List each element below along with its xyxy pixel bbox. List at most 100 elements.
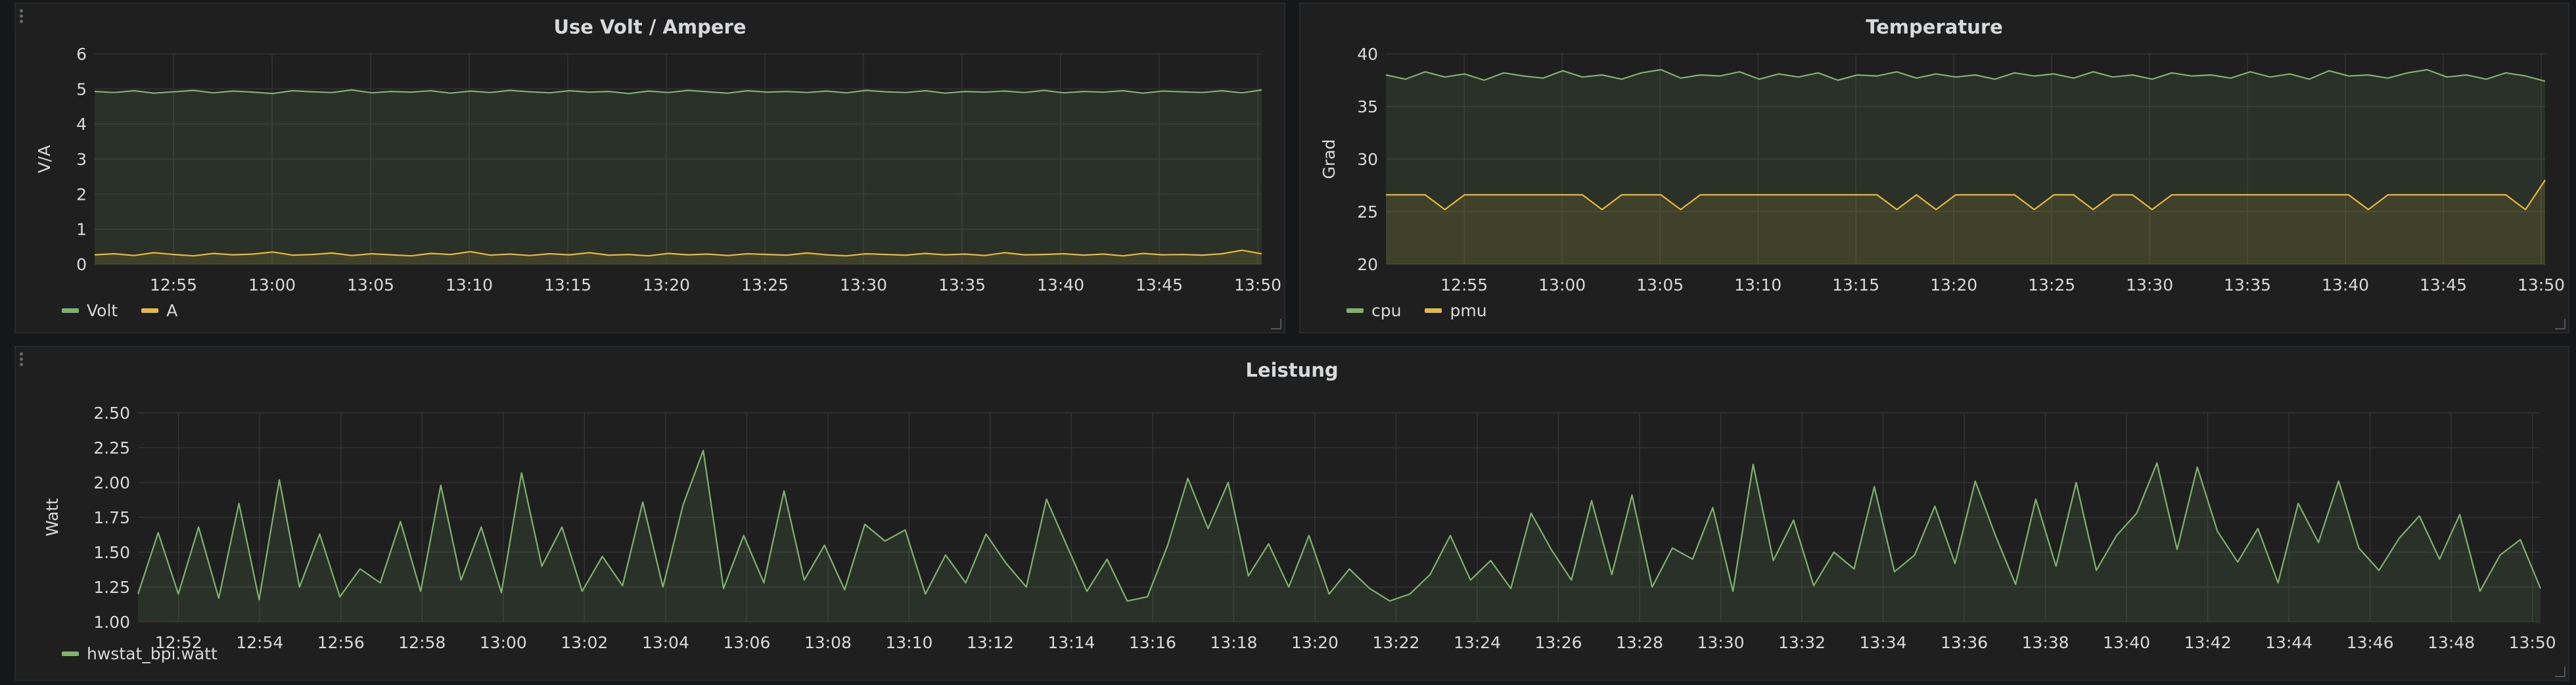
y-tick-label: 2.25 xyxy=(93,438,130,458)
x-tick-label: 13:18 xyxy=(1210,633,1257,652)
x-tick-label: 13:40 xyxy=(1037,275,1084,295)
legend-label: pmu xyxy=(1450,301,1487,320)
y-tick-label: 20 xyxy=(1357,255,1378,274)
panel-leistung: Leistung 1.00 1.25 1.50 1.75 2.00 2.25 2.50 12:… xyxy=(14,346,2569,681)
x-tick-label: 13:30 xyxy=(1697,633,1744,652)
y-tick-label: 30 xyxy=(1357,150,1378,169)
panel-resize-handle[interactable] xyxy=(2555,319,2565,329)
x-tick-label: 13:20 xyxy=(1291,633,1339,652)
panel-title[interactable]: Leistung xyxy=(1245,359,1339,381)
legend-label: A xyxy=(166,301,178,320)
y-tick-label: 0 xyxy=(76,255,87,274)
x-tick-label: 13:16 xyxy=(1129,633,1176,652)
legend-item-cpu[interactable]: cpu xyxy=(1346,301,1401,320)
series-line-volt xyxy=(94,89,1262,95)
x-tick-label: 13:40 xyxy=(2322,275,2369,295)
x-tick-label: 13:48 xyxy=(2427,633,2475,652)
chart-temperature[interactable]: 20 25 30 35 40 12:55 13:00 13:05 13:10 13:15 13:20… xyxy=(1300,24,2568,313)
x-tick-label: 13:35 xyxy=(2224,275,2271,295)
x-tick-label: 12:52 xyxy=(155,633,202,652)
legend-label: Volt xyxy=(87,301,118,320)
y-tick-label: 6 xyxy=(76,45,87,64)
chart-leistung[interactable]: 1.00 1.25 1.50 1.75 2.00 2.25 2.50 12:52 12:54 12… xyxy=(16,367,2568,656)
legend-label: cpu xyxy=(1371,301,1402,320)
x-tick-label: 13:40 xyxy=(2103,633,2150,652)
x-tick-label: 13:30 xyxy=(2126,275,2173,295)
x-tick-label: 13:00 xyxy=(1538,275,1586,295)
x-tick-label: 12:54 xyxy=(236,633,283,652)
panel-title[interactable]: Temperature xyxy=(1866,16,2003,38)
legend: Volt A xyxy=(62,301,177,320)
legend-swatch-volt xyxy=(62,308,79,313)
panel-title[interactable]: Use Volt / Ampere xyxy=(553,16,747,38)
y-tick-label: 1.75 xyxy=(93,508,130,527)
legend-swatch-a xyxy=(141,308,159,313)
series-line-a xyxy=(94,249,1262,257)
panel-drag-handle[interactable] xyxy=(20,9,24,24)
y-tick-label: 1.00 xyxy=(93,613,130,632)
x-tick-label: 13:05 xyxy=(1636,275,1684,295)
x-tick-label: 13:15 xyxy=(1832,275,1879,295)
x-tick-label: 13:28 xyxy=(1616,633,1663,652)
panel-temperature: Temperature 20 25 30 35 40 12:55 13:00 13:05 13:… xyxy=(1299,3,2569,333)
x-tick-label: 12:55 xyxy=(150,275,197,295)
y-tick-label: 1.25 xyxy=(93,578,130,597)
legend-swatch-cpu xyxy=(1346,308,1364,313)
x-tick-label: 13:22 xyxy=(1372,633,1419,652)
y-tick-label: 2 xyxy=(76,185,87,204)
y-tick-label: 4 xyxy=(76,115,87,134)
x-tick-label: 13:45 xyxy=(2420,275,2467,295)
x-tick-label: 13:42 xyxy=(2184,633,2232,652)
series-area-cpu xyxy=(1386,70,2545,264)
x-tick-label: 13:10 xyxy=(885,633,932,652)
x-tick-label: 13:50 xyxy=(2518,275,2565,295)
series-area-pmu xyxy=(1386,180,2545,264)
x-tick-label: 13:38 xyxy=(2022,633,2069,652)
y-tick-label: 25 xyxy=(1357,202,1378,222)
y-tick-label: 35 xyxy=(1357,97,1378,116)
series-area-a xyxy=(95,250,1262,264)
panel-resize-handle[interactable] xyxy=(2555,667,2565,677)
x-tick-label: 13:36 xyxy=(1941,633,1988,652)
x-tick-label: 13:50 xyxy=(2509,633,2556,652)
x-tick-label: 13:25 xyxy=(2028,275,2075,295)
chart-use-volt-ampere[interactable]: 0 1 2 3 4 5 6 12:55 13:00 13:05 13:10 13:15 13:20 13:… xyxy=(16,24,1284,313)
x-tick-label: 13:08 xyxy=(804,633,852,652)
x-tick-label: 13:20 xyxy=(1930,275,1977,295)
y-tick-label: 5 xyxy=(76,80,87,99)
legend-item-a[interactable]: A xyxy=(141,301,177,320)
panel-resize-handle[interactable] xyxy=(1271,319,1281,329)
y-axis-label: Grad xyxy=(1320,139,1339,179)
series-area-volt xyxy=(95,89,1262,264)
legend-item-volt[interactable]: Volt xyxy=(62,301,118,320)
x-tick-label: 13:44 xyxy=(2265,633,2312,652)
x-tick-label: 13:00 xyxy=(248,275,296,295)
x-tick-label: 13:20 xyxy=(643,275,690,295)
x-tick-label: 13:04 xyxy=(642,633,689,652)
x-tick-label: 13:32 xyxy=(1778,633,1826,652)
legend-label: hwstat_bpi.watt xyxy=(87,644,218,663)
series-line-pmu xyxy=(1386,179,2546,210)
panel-use-volt-ampere: Use Volt / Ampere 0 1 2 3 4 5 6 12:55 13:00 13:05… xyxy=(14,3,1285,333)
series-line-hwstat-bpi-watt xyxy=(137,450,2542,602)
legend: hwstat_bpi.watt xyxy=(62,644,218,663)
series-area-hwstat-bpi-watt xyxy=(138,450,2541,622)
x-tick-label: 13:50 xyxy=(1234,275,1281,295)
x-tick-label: 13:45 xyxy=(1136,275,1183,295)
legend-swatch-pmu xyxy=(1425,308,1442,313)
legend-item-hwstat-bpi-watt[interactable]: hwstat_bpi.watt xyxy=(62,644,218,663)
x-tick-label: 13:24 xyxy=(1454,633,1501,652)
x-tick-label: 13:15 xyxy=(544,275,591,295)
x-tick-label: 13:14 xyxy=(1047,633,1095,652)
x-tick-label: 13:06 xyxy=(723,633,770,652)
y-axis-label: Watt xyxy=(43,498,62,536)
y-tick-label: 1 xyxy=(76,220,87,239)
legend-item-pmu[interactable]: pmu xyxy=(1425,301,1487,320)
x-tick-label: 13:26 xyxy=(1534,633,1582,652)
x-tick-label: 13:25 xyxy=(741,275,789,295)
x-tick-label: 13:10 xyxy=(446,275,493,295)
panel-drag-handle[interactable] xyxy=(20,352,24,367)
x-tick-label: 12:56 xyxy=(317,633,365,652)
x-tick-label: 13:12 xyxy=(967,633,1014,652)
x-tick-label: 13:02 xyxy=(561,633,608,652)
